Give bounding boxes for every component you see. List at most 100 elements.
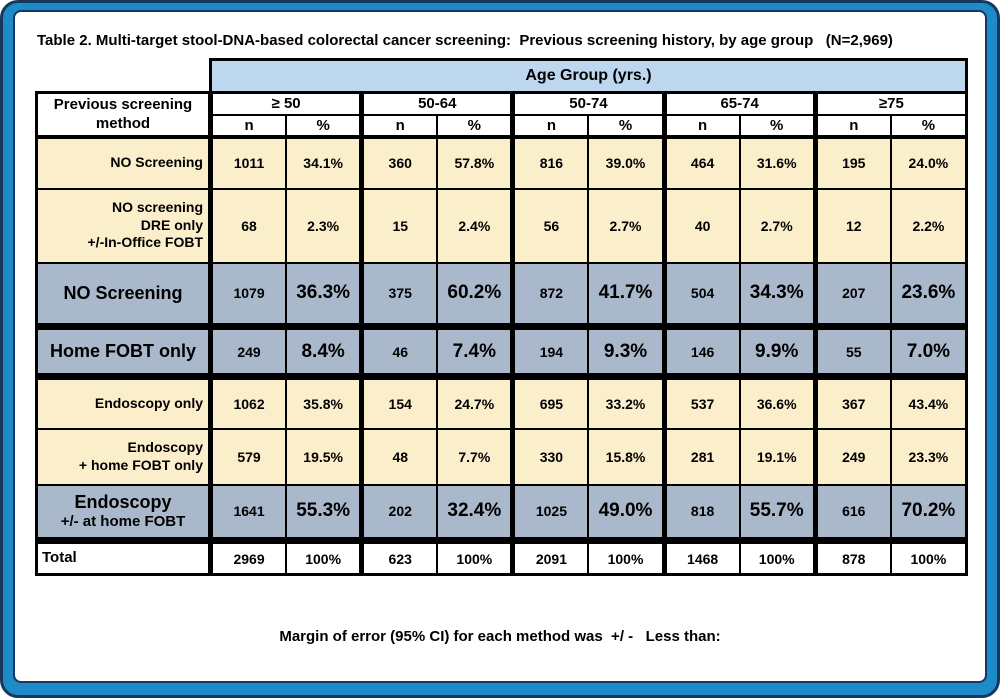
pct-value: 35.8% bbox=[285, 373, 363, 430]
age-group-column-header: 65-74 bbox=[661, 91, 817, 116]
n-value: 360 bbox=[359, 134, 439, 190]
n-value: 48 bbox=[359, 427, 439, 486]
row-header-line1: Previous screening bbox=[53, 95, 193, 113]
pct-value: 2.7% bbox=[738, 187, 817, 264]
age-group-column-header: 50-64 bbox=[359, 91, 514, 116]
n-value: 623 bbox=[359, 537, 439, 576]
pct-value: 8.4% bbox=[285, 323, 363, 378]
table-row-endoscopy-summary: Endoscopy +/- at home FOBT 1641 55.3% 20… bbox=[35, 483, 968, 542]
n-value: 194 bbox=[510, 323, 590, 378]
n-col-header: n bbox=[510, 113, 590, 138]
n-value: 55 bbox=[812, 323, 892, 378]
pct-value: 36.6% bbox=[738, 373, 817, 430]
age-group-column-header: 50-74 bbox=[510, 91, 666, 116]
n-value: 281 bbox=[661, 427, 741, 486]
n-value: 40 bbox=[661, 187, 741, 264]
age-group-column-header: ≥ 50 bbox=[207, 91, 363, 116]
row-label: Endoscopy +/- at home FOBT bbox=[35, 483, 212, 542]
pct-value: 9.3% bbox=[587, 323, 666, 378]
n-value: 2969 bbox=[208, 537, 288, 576]
pct-value: 100% bbox=[587, 537, 666, 576]
pct-col-header: % bbox=[285, 113, 363, 138]
pct-value: 33.2% bbox=[587, 373, 666, 430]
pct-value: 19.5% bbox=[285, 427, 363, 486]
pct-value: 23.3% bbox=[889, 427, 968, 486]
pct-value: 55.3% bbox=[285, 483, 363, 542]
n-value: 504 bbox=[661, 261, 741, 328]
table-title: Table 2. Multi-target stool-DNA-based co… bbox=[37, 32, 893, 49]
row-label: NO Screening bbox=[35, 134, 212, 190]
n-value: 46 bbox=[359, 323, 439, 378]
table-row-total: Total 2969 100% 623 100% 2091 100% 1468 … bbox=[35, 537, 968, 576]
n-col-header: n bbox=[812, 113, 892, 138]
row-label: NO screening DRE only +/-In-Office FOBT bbox=[35, 187, 212, 264]
n-value: 146 bbox=[661, 323, 741, 378]
pct-value: 9.9% bbox=[738, 323, 817, 378]
pct-value: 15.8% bbox=[587, 427, 666, 486]
corner-blank bbox=[36, 59, 211, 93]
n-value: 202 bbox=[359, 483, 439, 542]
footnote-line-1: Margin of error (95% CI) for each method… bbox=[279, 628, 721, 645]
table-row-endoscopy-only: Endoscopy only 1062 35.8% 154 24.7% 695 … bbox=[35, 373, 968, 430]
n-value: 207 bbox=[812, 261, 892, 328]
pct-value: 7.0% bbox=[889, 323, 968, 378]
pct-value: 7.4% bbox=[436, 323, 514, 378]
pct-value: 100% bbox=[738, 537, 817, 576]
pct-col-header: % bbox=[889, 113, 968, 138]
n-value: 579 bbox=[208, 427, 288, 486]
row-label: Endoscopy only bbox=[35, 373, 212, 430]
pct-value: 100% bbox=[889, 537, 968, 576]
n-value: 872 bbox=[510, 261, 590, 328]
table-row-no-screening-summary: NO Screening 1079 36.3% 375 60.2% 872 41… bbox=[35, 261, 968, 328]
pct-value: 19.1% bbox=[738, 427, 817, 486]
pct-value: 55.7% bbox=[738, 483, 817, 542]
n-value: 878 bbox=[812, 537, 892, 576]
pct-value: 2.3% bbox=[285, 187, 363, 264]
n-value: 249 bbox=[208, 323, 288, 378]
pct-value: 34.3% bbox=[738, 261, 817, 328]
age-group-column-header: ≥75 bbox=[812, 91, 968, 116]
pct-value: 23.6% bbox=[889, 261, 968, 328]
n-value: 12 bbox=[812, 187, 892, 264]
age-group-band-row: Age Group (yrs.) bbox=[36, 58, 968, 94]
n-value: 816 bbox=[510, 134, 590, 190]
screening-table: Age Group (yrs.) Previous screening meth… bbox=[35, 58, 968, 576]
n-value: 537 bbox=[661, 373, 741, 430]
pct-value: 43.4% bbox=[889, 373, 968, 430]
pct-col-header: % bbox=[738, 113, 817, 138]
pct-value: 36.3% bbox=[285, 261, 363, 328]
n-value: 154 bbox=[359, 373, 439, 430]
pct-col-header: % bbox=[436, 113, 514, 138]
n-col-header: n bbox=[359, 113, 439, 138]
age-group-header: Age Group (yrs.) bbox=[209, 58, 968, 94]
table-row-no-screening-detail: NO Screening 1011 34.1% 360 57.8% 816 39… bbox=[35, 134, 968, 190]
group-header-row: Previous screening method ≥ 50 50-64 50-… bbox=[35, 91, 968, 138]
pct-value: 2.4% bbox=[436, 187, 514, 264]
table-row-home-fobt-only: Home FOBT only 249 8.4% 46 7.4% 194 9.3%… bbox=[35, 323, 968, 378]
n-value: 15 bbox=[359, 187, 439, 264]
pct-value: 60.2% bbox=[436, 261, 514, 328]
n-value: 616 bbox=[812, 483, 892, 542]
n-value: 330 bbox=[510, 427, 590, 486]
n-value: 1641 bbox=[208, 483, 288, 542]
pct-value: 100% bbox=[285, 537, 363, 576]
n-value: 464 bbox=[661, 134, 741, 190]
n-value: 1062 bbox=[208, 373, 288, 430]
sub-header-row: n % n % n % n % n % bbox=[37, 113, 968, 138]
table-row-dre-only: NO screening DRE only +/-In-Office FOBT … bbox=[35, 187, 968, 264]
n-value: 1468 bbox=[661, 537, 741, 576]
pct-value: 24.0% bbox=[889, 134, 968, 190]
pct-value: 70.2% bbox=[889, 483, 968, 542]
pct-value: 39.0% bbox=[587, 134, 666, 190]
pct-col-header: % bbox=[587, 113, 666, 138]
row-header-previous-screening-method: Previous screening method bbox=[35, 91, 212, 138]
slide-background: Table 2. Multi-target stool-DNA-based co… bbox=[13, 10, 987, 683]
n-value: 367 bbox=[812, 373, 892, 430]
n-value: 1025 bbox=[510, 483, 590, 542]
footnote: Margin of error (95% CI) for each method… bbox=[35, 584, 965, 681]
n-value: 2091 bbox=[510, 537, 590, 576]
pct-value: 34.1% bbox=[285, 134, 363, 190]
n-value: 195 bbox=[812, 134, 892, 190]
n-value: 68 bbox=[208, 187, 288, 264]
